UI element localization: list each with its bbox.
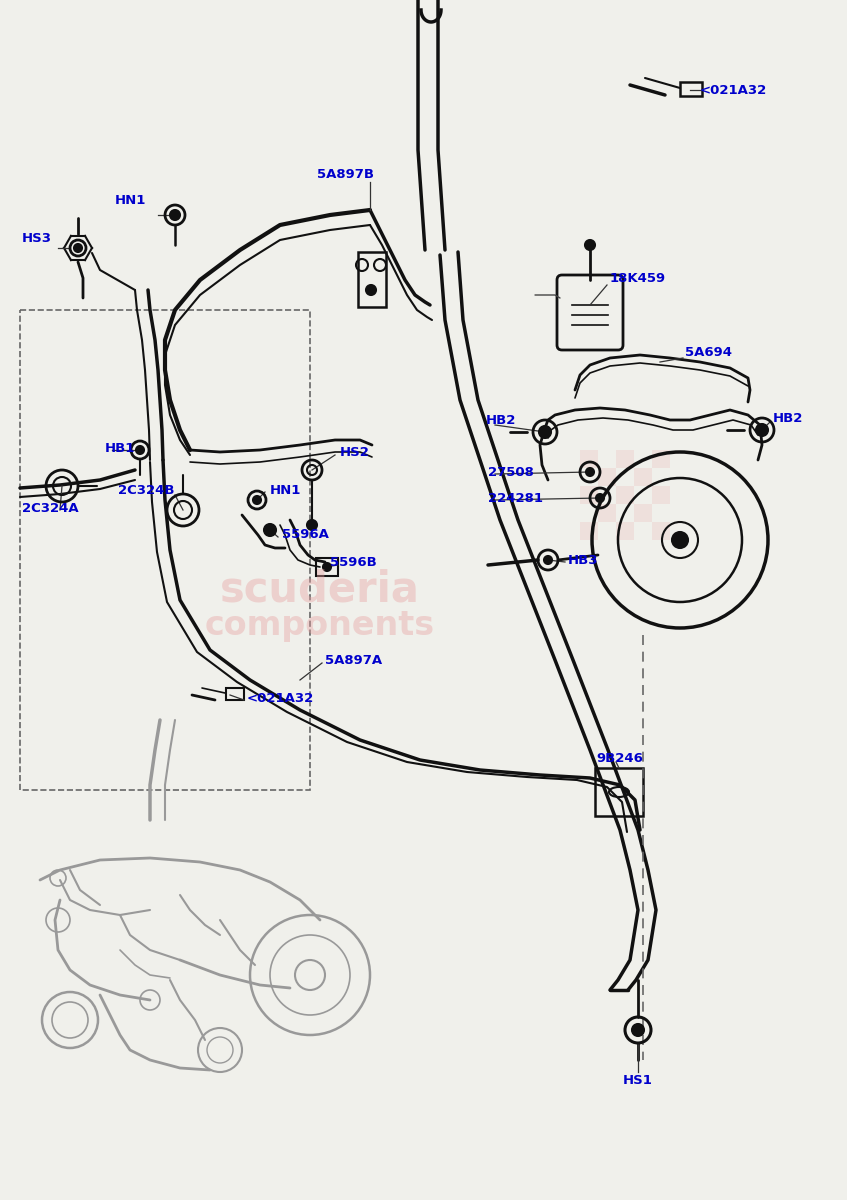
Bar — [616, 450, 634, 468]
Bar — [316, 558, 338, 576]
Text: 2C324B: 2C324B — [118, 484, 174, 497]
Text: 5596B: 5596B — [330, 556, 377, 569]
Text: 2C324A: 2C324A — [22, 502, 79, 515]
Text: HN1: HN1 — [270, 484, 302, 497]
Bar — [616, 522, 634, 540]
Bar — [634, 504, 652, 522]
Bar — [20, 310, 310, 790]
Bar — [652, 450, 670, 468]
Circle shape — [136, 446, 144, 454]
Circle shape — [539, 426, 551, 438]
Circle shape — [170, 210, 180, 220]
Text: HS3: HS3 — [22, 232, 52, 245]
Text: HB2: HB2 — [773, 412, 803, 425]
Bar — [634, 468, 652, 486]
Text: 5A897B: 5A897B — [317, 168, 374, 181]
Text: scuderia: scuderia — [220, 569, 420, 611]
Text: HN1: HN1 — [115, 193, 147, 206]
Text: 18K459: 18K459 — [610, 271, 666, 284]
Circle shape — [366, 284, 376, 295]
Bar — [226, 688, 244, 700]
Circle shape — [585, 240, 595, 250]
Bar — [680, 82, 702, 96]
Circle shape — [253, 496, 261, 504]
Text: HS2: HS2 — [340, 445, 370, 458]
Bar — [598, 504, 616, 522]
Circle shape — [544, 556, 552, 564]
Circle shape — [596, 494, 604, 502]
Circle shape — [307, 520, 317, 530]
Circle shape — [632, 1024, 644, 1036]
Circle shape — [264, 524, 276, 536]
Circle shape — [756, 424, 768, 436]
Text: 27508: 27508 — [488, 466, 534, 479]
Circle shape — [672, 532, 688, 548]
Bar — [580, 486, 598, 504]
Bar — [652, 486, 670, 504]
Circle shape — [323, 563, 331, 571]
Text: HB1: HB1 — [105, 442, 136, 455]
Text: components: components — [205, 608, 435, 642]
Circle shape — [74, 244, 82, 252]
Text: 5596A: 5596A — [282, 528, 329, 541]
Bar — [580, 450, 598, 468]
Text: HB2: HB2 — [486, 414, 517, 426]
Bar — [598, 468, 616, 486]
Bar — [595, 768, 643, 816]
Text: 9B246: 9B246 — [596, 751, 643, 764]
Bar — [580, 522, 598, 540]
Text: HS1: HS1 — [623, 1074, 653, 1086]
Text: <021A32: <021A32 — [247, 691, 314, 704]
Text: 5A694: 5A694 — [685, 346, 732, 359]
Text: <021A32: <021A32 — [700, 84, 767, 96]
Bar — [616, 486, 634, 504]
Text: HB3: HB3 — [568, 553, 599, 566]
Bar — [358, 252, 386, 307]
Text: 224281: 224281 — [488, 492, 543, 504]
Text: 5A897A: 5A897A — [325, 654, 382, 666]
Circle shape — [586, 468, 594, 476]
Bar — [652, 522, 670, 540]
